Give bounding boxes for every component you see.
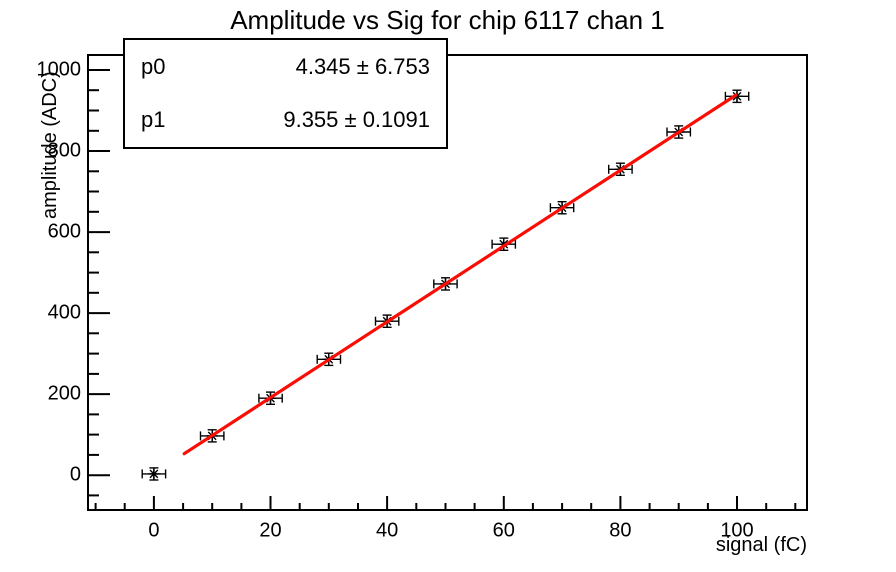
svg-text:60: 60 — [493, 520, 515, 542]
svg-text:80: 80 — [609, 520, 631, 542]
stats-row-p0: p0 4.345 ± 6.753 — [125, 40, 446, 94]
svg-text:20: 20 — [259, 520, 281, 542]
svg-text:0: 0 — [148, 520, 159, 542]
data-point — [724, 89, 750, 104]
axis-ticks — [88, 69, 797, 510]
stats-param-value: 4.345 ± 6.753 — [295, 53, 430, 79]
stats-row-p1: p1 9.355 ± 0.1091 — [125, 94, 446, 148]
svg-text:400: 400 — [48, 301, 81, 323]
svg-text:40: 40 — [376, 520, 398, 542]
fit-stats-box: p0 4.345 ± 6.753 p1 9.355 ± 0.1091 — [123, 38, 448, 149]
chart-title: Amplitude vs Sig for chip 6117 chan 1 — [230, 5, 665, 35]
stats-param-value: 9.355 ± 0.1091 — [283, 107, 430, 133]
y-axis-title: amplitude (ADC) — [39, 71, 61, 219]
svg-text:100: 100 — [720, 520, 753, 542]
x-axis-title: signal (fC) — [715, 534, 807, 556]
fit-line — [182, 93, 738, 456]
data-point — [141, 467, 167, 481]
svg-text:200: 200 — [48, 382, 81, 404]
stats-param-name: p1 — [141, 107, 166, 133]
svg-text:600: 600 — [48, 220, 81, 242]
svg-text:0: 0 — [70, 463, 81, 485]
svg-text:800: 800 — [48, 139, 81, 161]
stats-param-name: p0 — [141, 53, 166, 79]
svg-text:1000: 1000 — [37, 58, 82, 80]
